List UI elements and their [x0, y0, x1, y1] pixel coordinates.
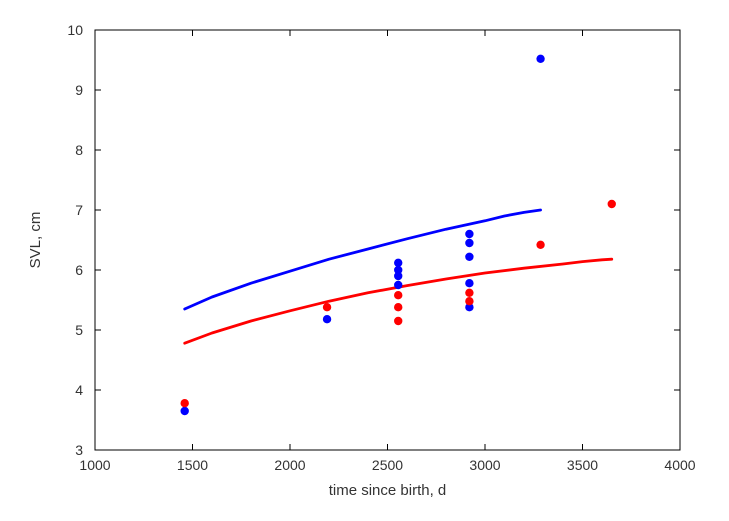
red-point: [608, 200, 616, 208]
chart-svg: 1000 1500 2000 2500 3000 3500 4000 3 4 5 6 7 8 9 10 tim…: [0, 0, 729, 521]
red-point: [394, 291, 402, 299]
red-point: [394, 303, 402, 311]
y-tick-label: 4: [75, 382, 83, 398]
blue-point: [536, 55, 544, 63]
blue-point: [323, 315, 331, 323]
red-point: [394, 317, 402, 325]
y-tick-label: 6: [75, 262, 83, 278]
x-tick-label: 1500: [177, 457, 208, 473]
y-tick-label: 5: [75, 322, 83, 338]
blue-point: [465, 279, 473, 287]
blue-point: [465, 239, 473, 247]
x-tick-label: 3000: [469, 457, 500, 473]
y-tick-label: 9: [75, 82, 83, 98]
plot-box: [95, 30, 680, 450]
y-tick-label: 10: [67, 22, 83, 38]
x-tick-label: 3500: [567, 457, 598, 473]
x-tick-label: 2000: [274, 457, 305, 473]
red-point: [536, 241, 544, 249]
blue-point: [394, 259, 402, 267]
svl-chart: 1000 1500 2000 2500 3000 3500 4000 3 4 5 6 7 8 9 10 tim…: [0, 0, 729, 521]
y-tick-label: 8: [75, 142, 83, 158]
red-point: [181, 399, 189, 407]
blue-point: [465, 253, 473, 261]
x-tick-label: 1000: [79, 457, 110, 473]
x-tick-label: 4000: [664, 457, 695, 473]
red-point: [465, 297, 473, 305]
x-axis-title: time since birth, d: [329, 482, 447, 499]
x-tick-label: 2500: [372, 457, 403, 473]
y-tick-label: 3: [75, 442, 83, 458]
y-tick-label: 7: [75, 202, 83, 218]
blue-point: [394, 266, 402, 274]
blue-point: [394, 281, 402, 289]
red-point: [465, 289, 473, 297]
blue-point: [465, 230, 473, 238]
y-axis-title: SVL, cm: [27, 212, 44, 269]
red-point: [323, 303, 331, 311]
blue-point: [181, 407, 189, 415]
